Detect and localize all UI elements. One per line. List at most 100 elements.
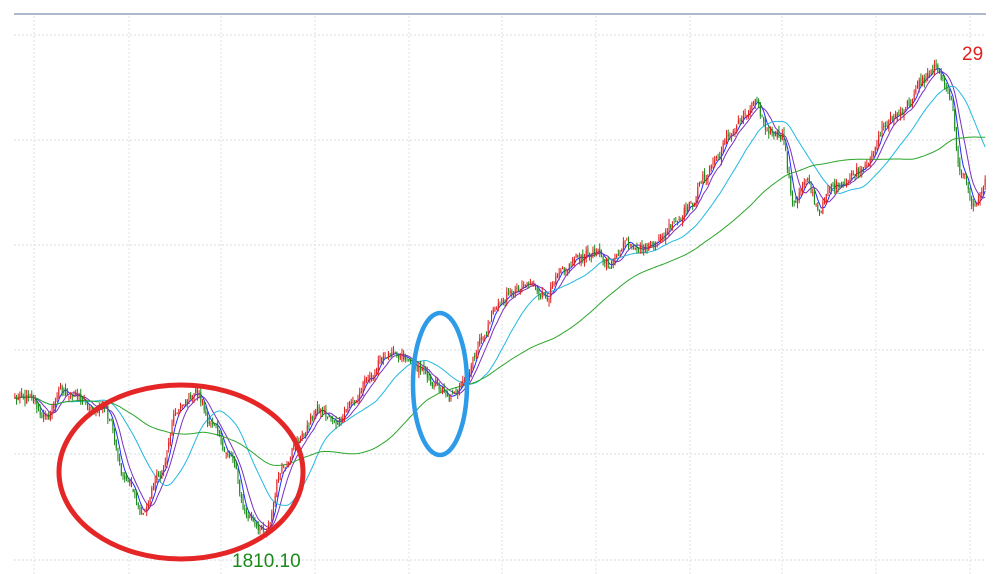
- candle-body: [573, 258, 575, 262]
- candle-body: [629, 243, 631, 245]
- candle-body: [377, 360, 379, 371]
- candle-body: [967, 185, 969, 189]
- candle-body: [440, 389, 442, 392]
- candle-body: [279, 473, 281, 476]
- candle-body: [832, 184, 834, 186]
- min-price-label: 1810.10: [232, 551, 301, 572]
- candle-body: [447, 392, 449, 397]
- candle-body: [693, 204, 695, 207]
- candle-body: [212, 422, 214, 424]
- candle-body: [311, 416, 313, 419]
- candle-body: [119, 458, 121, 462]
- candle-body: [780, 136, 782, 139]
- candle-body: [442, 389, 444, 393]
- candle-body: [207, 414, 209, 424]
- candle-body: [927, 72, 929, 78]
- candle-body: [229, 453, 231, 456]
- candle-body: [379, 356, 381, 360]
- candle-body: [852, 173, 854, 175]
- candle-body: [971, 198, 973, 205]
- candle-body: [729, 134, 731, 137]
- candle-body: [491, 314, 493, 321]
- candle-body: [570, 264, 572, 266]
- candle-body: [756, 99, 758, 101]
- candle-body: [242, 496, 244, 509]
- candle-body: [27, 394, 29, 397]
- candle-body: [813, 192, 815, 204]
- candle-body: [928, 74, 930, 77]
- candle-body: [947, 87, 949, 90]
- candle-body: [580, 254, 582, 263]
- candle-body: [783, 132, 785, 145]
- candle-body: [474, 356, 476, 358]
- candle-body: [742, 115, 744, 120]
- candle-body: [631, 244, 633, 246]
- candle-body: [543, 292, 545, 296]
- candle-body: [36, 400, 38, 409]
- candle-body: [660, 235, 662, 239]
- candle-body: [376, 368, 378, 373]
- candle-body: [854, 174, 856, 177]
- candle-body: [154, 481, 156, 489]
- candle-body: [567, 269, 569, 272]
- candle-body: [878, 134, 880, 145]
- candle-body: [949, 89, 951, 98]
- max-price-label: 29: [962, 44, 983, 65]
- candle-body: [333, 420, 335, 422]
- candles: [14, 59, 986, 538]
- candle-body: [479, 338, 481, 346]
- candle-body: [871, 153, 873, 159]
- candle-body: [117, 447, 119, 459]
- candle-body: [347, 407, 349, 410]
- candle-body: [401, 353, 403, 358]
- candle-body: [810, 181, 812, 191]
- candle-body: [430, 375, 432, 385]
- candle-body: [259, 528, 261, 531]
- grid: [14, 13, 986, 574]
- candle-body: [423, 365, 425, 371]
- candle-body: [404, 356, 406, 360]
- candle-body: [399, 355, 401, 360]
- candle-body: [71, 395, 73, 397]
- candle-body: [538, 289, 540, 295]
- candle-body: [386, 357, 388, 359]
- candle-body: [815, 203, 817, 205]
- candle-body: [798, 192, 800, 199]
- candle-body: [328, 415, 330, 417]
- candle-body: [668, 224, 670, 234]
- candle-body: [600, 251, 602, 256]
- candle-body: [494, 308, 496, 312]
- candle-body: [523, 285, 525, 287]
- candle-body: [271, 512, 273, 522]
- candle-body: [744, 113, 746, 115]
- candle-body: [421, 367, 423, 371]
- candle-body: [673, 222, 675, 224]
- candle-body: [222, 441, 224, 450]
- candle-body: [616, 255, 618, 257]
- candle-body: [147, 505, 149, 508]
- candle-body: [731, 135, 733, 137]
- candle-body: [284, 467, 286, 469]
- candle-body: [337, 423, 339, 425]
- candle-body: [526, 283, 528, 285]
- ma-5-line: [14, 68, 986, 531]
- candle-body: [244, 509, 246, 511]
- candle-body: [159, 474, 161, 478]
- candle-body: [518, 286, 520, 292]
- candle-body: [705, 179, 707, 181]
- candle-body: [873, 154, 875, 156]
- candle-body: [261, 526, 263, 530]
- candle-body: [477, 346, 479, 354]
- candle-body: [861, 168, 863, 173]
- candle-body: [267, 524, 269, 529]
- candle-body: [300, 438, 302, 440]
- candle-body: [704, 172, 706, 180]
- candle-body: [450, 395, 452, 400]
- candle-body: [384, 356, 386, 358]
- candle-body: [682, 217, 684, 222]
- candle-body: [308, 424, 310, 426]
- candle-body: [741, 119, 743, 122]
- candle-body: [834, 184, 836, 190]
- candle-body: [338, 417, 340, 427]
- candle-body: [289, 458, 291, 461]
